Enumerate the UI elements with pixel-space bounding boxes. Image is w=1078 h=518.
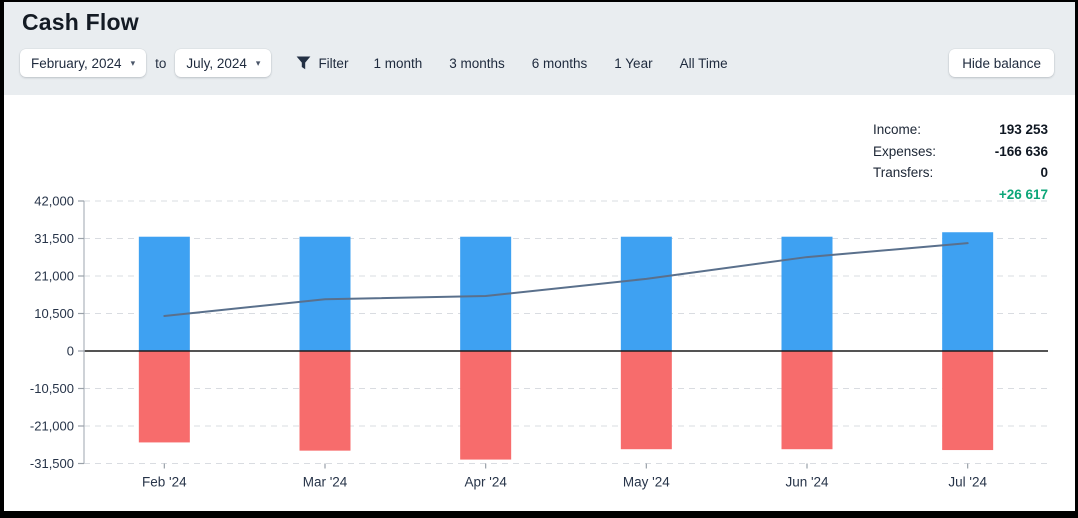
income-value: 193 253 xyxy=(999,122,1048,137)
expenses-bar[interactable] xyxy=(942,351,994,451)
x-axis-label: Feb '24 xyxy=(142,475,187,490)
to-month-value: July, 2024 xyxy=(186,55,247,71)
range-1-year[interactable]: 1 Year xyxy=(614,55,653,71)
y-axis-label: 0 xyxy=(67,344,74,359)
chevron-down-icon: ▾ xyxy=(130,57,136,68)
y-axis-label: 10,500 xyxy=(34,306,74,321)
toolbar: February, 2024 ▾ to July, 2024 ▾ Filter … xyxy=(4,49,1075,77)
income-label: Income: xyxy=(872,122,921,137)
from-month-value: February, 2024 xyxy=(31,55,122,71)
y-axis-label: 31,500 xyxy=(34,231,74,246)
income-bar[interactable] xyxy=(620,236,672,351)
x-axis-label: May '24 xyxy=(623,475,670,490)
range-all-time[interactable]: All Time xyxy=(679,55,728,71)
income-bar[interactable] xyxy=(299,236,351,351)
range-6-months[interactable]: 6 months xyxy=(531,55,588,71)
from-month-select[interactable]: February, 2024 ▾ xyxy=(20,49,147,77)
y-axis-label: -21,000 xyxy=(30,419,74,434)
expenses-bar[interactable] xyxy=(138,351,190,443)
chevron-down-icon: ▾ xyxy=(255,57,261,68)
x-axis-label: Jul '24 xyxy=(948,475,987,490)
y-axis-label: -31,500 xyxy=(30,456,74,471)
range-3-months[interactable]: 3 months xyxy=(449,55,505,71)
balance-summary: Income: 193 253 Expenses: -166 636 Trans… xyxy=(873,119,1048,205)
page-title: Cash Flow xyxy=(22,9,139,35)
y-axis-label: 42,000 xyxy=(34,195,74,209)
chart-card: Income: 193 253 Expenses: -166 636 Trans… xyxy=(4,95,1075,511)
filter-label: Filter xyxy=(318,55,349,71)
to-label: to xyxy=(155,55,167,71)
x-axis-label: Jun '24 xyxy=(785,475,829,490)
income-bar[interactable] xyxy=(781,236,833,351)
filter-button[interactable]: Filter xyxy=(296,56,348,71)
x-axis-label: Apr '24 xyxy=(464,475,507,490)
x-axis-label: Mar '24 xyxy=(303,475,348,490)
to-month-select[interactable]: July, 2024 ▾ xyxy=(175,49,272,77)
expenses-bar[interactable] xyxy=(299,351,351,451)
income-bar[interactable] xyxy=(942,232,994,351)
page-header: Cash Flow February, 2024 ▾ to July, 2024… xyxy=(4,2,1075,95)
balance-line xyxy=(163,242,969,317)
expenses-bar[interactable] xyxy=(781,351,833,450)
quick-range-links: 1 month 3 months 6 months 1 Year All Tim… xyxy=(373,56,727,71)
expenses-bar[interactable] xyxy=(460,351,512,460)
cashflow-bar-line-chart: 42,000 31,500 21,000 10,500 0 -10,500 -21,000 -… xyxy=(30,195,1048,490)
funnel-icon xyxy=(297,56,311,70)
net-value: +26 617 xyxy=(998,186,1048,202)
expenses-label: Expenses: xyxy=(872,143,936,159)
y-axis-label: -10,500 xyxy=(30,381,74,396)
y-axis-label: 21,000 xyxy=(34,269,74,284)
income-bar[interactable] xyxy=(138,236,190,351)
transfers-value: 0 xyxy=(1040,165,1048,180)
transfers-label: Transfers: xyxy=(872,165,934,180)
range-1-month[interactable]: 1 month xyxy=(373,55,423,71)
expenses-value: -166 636 xyxy=(994,143,1048,159)
expenses-bar[interactable] xyxy=(620,351,672,450)
hide-balance-button[interactable]: Hide balance xyxy=(949,49,1054,77)
